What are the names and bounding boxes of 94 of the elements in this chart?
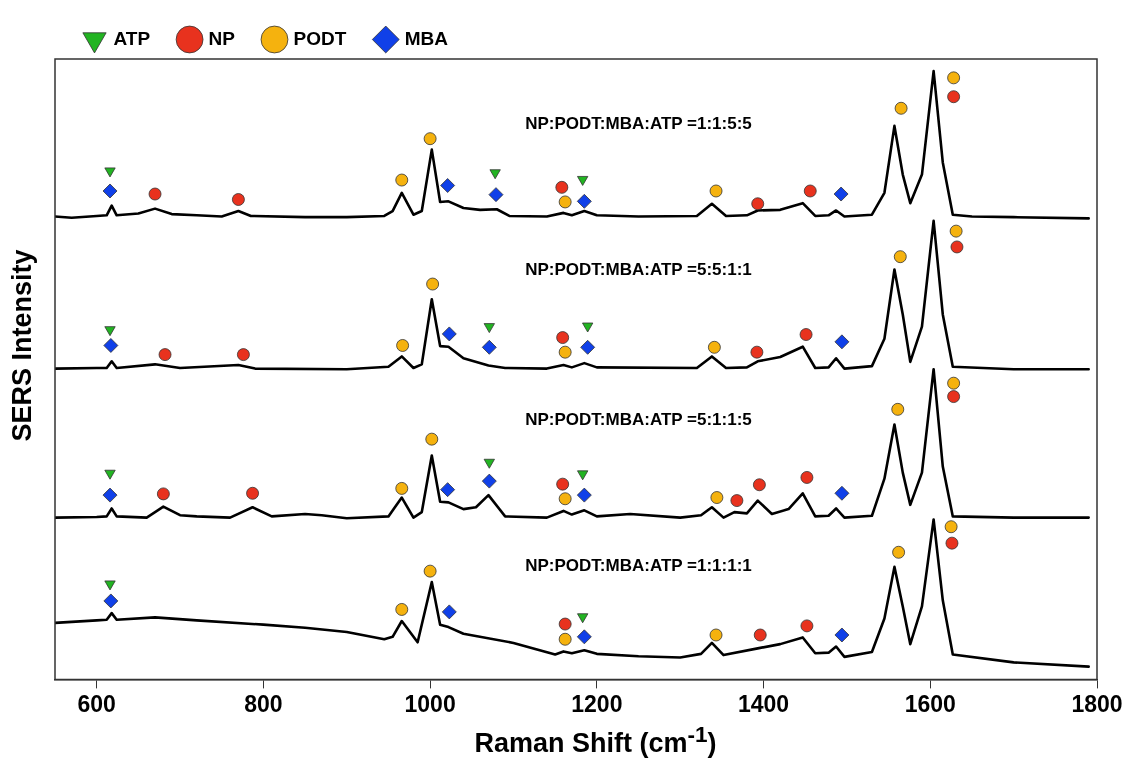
point bbox=[558, 345, 572, 359]
point bbox=[730, 494, 744, 507]
point bbox=[750, 345, 764, 359]
point bbox=[246, 486, 259, 500]
x-tick-label: 1800 bbox=[1071, 690, 1123, 717]
point bbox=[102, 183, 118, 199]
point bbox=[576, 629, 592, 645]
point bbox=[800, 471, 814, 484]
point bbox=[558, 195, 572, 209]
annotation: NP:PODT:MBA:ATP =5:5:1:1 bbox=[525, 260, 752, 280]
point bbox=[753, 628, 767, 642]
point bbox=[891, 402, 905, 416]
point bbox=[834, 334, 850, 350]
x-tick-label: 600 bbox=[77, 690, 116, 717]
annotation: NP:PODT:MBA:ATP =1:1:1:1 bbox=[525, 555, 752, 575]
point bbox=[834, 627, 850, 643]
point bbox=[947, 71, 961, 85]
point bbox=[947, 376, 961, 390]
point bbox=[751, 197, 765, 211]
point bbox=[558, 617, 572, 631]
point bbox=[709, 184, 723, 198]
annotation: NP:PODT:MBA:ATP =5:1:1:5 bbox=[525, 410, 752, 430]
point bbox=[104, 580, 116, 591]
point bbox=[799, 328, 813, 341]
point bbox=[148, 187, 162, 201]
point bbox=[555, 180, 569, 194]
point bbox=[577, 613, 589, 624]
point bbox=[104, 167, 116, 178]
point bbox=[481, 339, 497, 355]
legend-label: ATP bbox=[113, 27, 151, 49]
point bbox=[580, 339, 596, 355]
point bbox=[231, 193, 245, 206]
point bbox=[103, 338, 119, 353]
point bbox=[104, 326, 116, 337]
point bbox=[576, 193, 592, 209]
point bbox=[102, 487, 118, 503]
point bbox=[949, 224, 963, 238]
point bbox=[481, 473, 497, 489]
point bbox=[558, 492, 572, 506]
point bbox=[558, 632, 572, 646]
point bbox=[710, 491, 724, 504]
point bbox=[483, 458, 495, 469]
x-tick-label: 1400 bbox=[737, 690, 790, 717]
point bbox=[800, 619, 814, 633]
point bbox=[582, 322, 594, 333]
x-tick-label: 1000 bbox=[404, 690, 456, 717]
point bbox=[483, 323, 495, 334]
y-axis-title: SERS Intensity bbox=[6, 248, 38, 444]
point bbox=[156, 487, 170, 501]
point bbox=[556, 477, 570, 491]
point bbox=[803, 184, 817, 198]
point bbox=[834, 485, 850, 501]
x-tick-label: 1600 bbox=[904, 690, 956, 717]
point bbox=[488, 187, 504, 203]
x-axis-title: Raman Shift (cm$^{-1}$) bbox=[473, 722, 718, 759]
x-tick-label: 1200 bbox=[571, 690, 623, 717]
point bbox=[440, 178, 456, 193]
point bbox=[426, 277, 440, 291]
point bbox=[892, 545, 905, 559]
point bbox=[423, 564, 437, 578]
point bbox=[947, 390, 961, 403]
point bbox=[441, 326, 457, 342]
point bbox=[440, 482, 456, 498]
point bbox=[396, 339, 410, 352]
point bbox=[752, 478, 766, 492]
point bbox=[577, 176, 589, 186]
point bbox=[556, 331, 570, 344]
point bbox=[423, 132, 437, 146]
point bbox=[425, 432, 439, 446]
x-tick-label: 800 bbox=[244, 690, 283, 717]
point bbox=[950, 240, 964, 254]
point bbox=[894, 101, 908, 115]
point bbox=[395, 173, 409, 187]
point bbox=[833, 186, 849, 202]
point bbox=[576, 487, 592, 503]
point bbox=[236, 348, 250, 361]
point bbox=[577, 470, 589, 481]
point bbox=[441, 604, 457, 620]
legend-label: MBA bbox=[404, 27, 449, 49]
point bbox=[489, 169, 501, 180]
point bbox=[947, 90, 961, 104]
point bbox=[709, 628, 723, 642]
point bbox=[395, 603, 409, 616]
legend-label: PODT bbox=[293, 27, 347, 49]
point bbox=[945, 536, 959, 550]
point bbox=[944, 520, 958, 534]
point bbox=[158, 348, 172, 361]
legend-label: NP bbox=[208, 27, 236, 49]
point bbox=[104, 469, 116, 480]
annotation: NP:PODT:MBA:ATP =1:1:5:5 bbox=[525, 114, 752, 134]
point bbox=[893, 250, 907, 264]
point bbox=[103, 593, 119, 609]
point bbox=[395, 482, 409, 495]
point bbox=[707, 340, 721, 354]
